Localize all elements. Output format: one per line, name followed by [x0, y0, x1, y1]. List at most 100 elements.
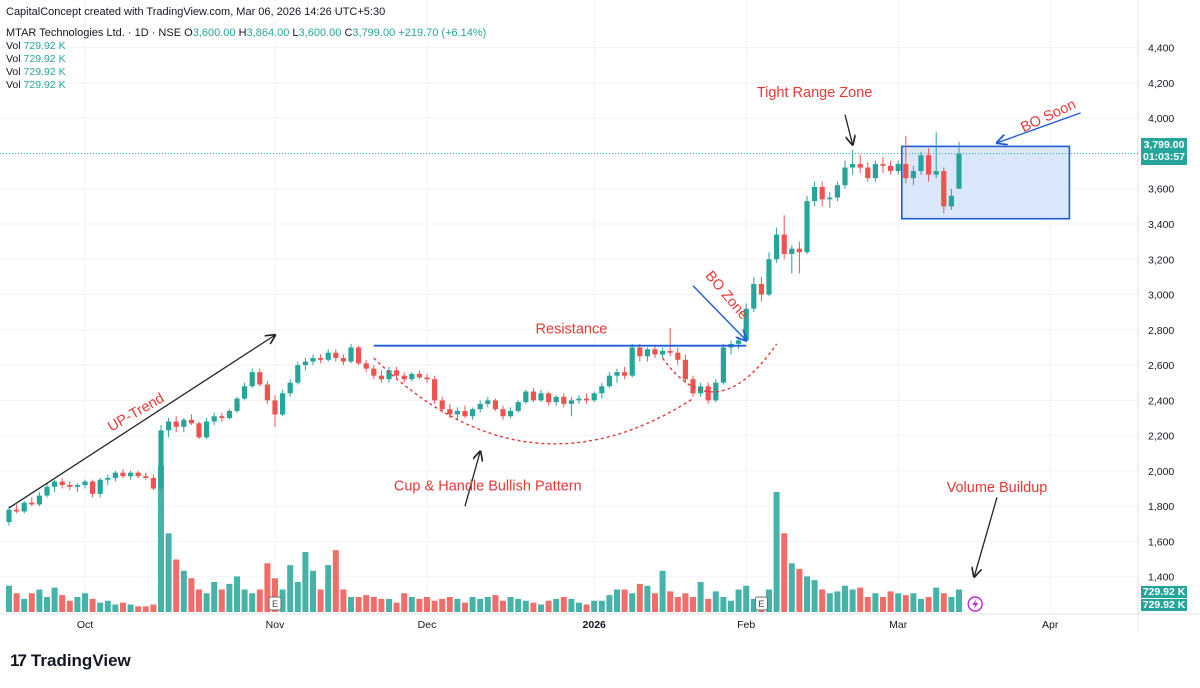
- time-tick-label: Apr: [1042, 619, 1059, 631]
- candle-body: [910, 171, 916, 179]
- candle-body: [576, 398, 582, 401]
- candle: [546, 391, 552, 406]
- candle: [561, 393, 567, 408]
- earnings-marker-box: [268, 596, 282, 611]
- volume-buildup-label: Volume Buildup: [947, 480, 1048, 496]
- tight-range-label: Tight Range Zone: [757, 85, 873, 101]
- candle: [774, 227, 780, 263]
- candle: [204, 418, 210, 440]
- volume-bar: [424, 597, 430, 612]
- volume-bar: [287, 565, 294, 612]
- candle-body: [827, 197, 833, 200]
- candle: [150, 474, 156, 491]
- candle: [842, 160, 848, 189]
- candle-body: [97, 479, 103, 494]
- candle-body: [629, 347, 635, 376]
- volume-bar: [545, 600, 552, 612]
- tradingview-logo[interactable]: 17 TradingView: [10, 651, 131, 671]
- volume-bar: [317, 589, 324, 612]
- candle: [606, 372, 612, 389]
- volume-bar: [13, 593, 20, 612]
- candle: [857, 155, 863, 173]
- volume-bar: [690, 597, 696, 612]
- volume-bar: [705, 598, 712, 612]
- volume-bar: [895, 593, 902, 612]
- earnings-marker-label: E: [758, 599, 764, 609]
- volume-bar: [462, 602, 468, 612]
- candle: [188, 414, 194, 426]
- volume-bar: [302, 552, 309, 612]
- tight-range-arrow: [844, 114, 853, 145]
- candle-body: [52, 481, 58, 487]
- candle-body: [295, 365, 301, 383]
- candle-body: [14, 509, 20, 512]
- candle-body: [781, 234, 787, 254]
- candle: [173, 416, 179, 433]
- volume-bar: [522, 600, 529, 612]
- candle: [325, 349, 331, 362]
- candle-body: [477, 403, 483, 410]
- volume-bar: [127, 604, 134, 612]
- candle-body: [470, 409, 476, 417]
- candle: [629, 343, 635, 378]
- volume-bar: [325, 565, 332, 612]
- cup-handle-label: Cup & Handle Bullish Pattern: [394, 478, 582, 494]
- candle-body: [234, 398, 240, 411]
- ohlc-legend: MTAR Technologies Ltd. · 1D · NSE O3,600…: [6, 27, 486, 39]
- candle: [52, 479, 58, 493]
- candle: [409, 372, 415, 381]
- volume-bar: [226, 583, 233, 612]
- candle: [67, 481, 73, 491]
- volume-bar: [477, 598, 484, 612]
- volume-bar: [256, 589, 263, 612]
- volume-buildup-arrow: [974, 497, 998, 576]
- volume-bar: [842, 585, 848, 612]
- volume-legend: Vol 729.92 K: [6, 40, 66, 52]
- candle: [508, 407, 514, 418]
- candle: [470, 407, 476, 420]
- volume-bar: [241, 589, 248, 612]
- candle: [796, 241, 802, 274]
- candle: [386, 366, 392, 383]
- candle-body: [614, 372, 620, 376]
- low-label: L: [292, 27, 299, 39]
- candle-body: [842, 167, 848, 186]
- volume-bar: [393, 602, 400, 612]
- candle: [363, 359, 369, 373]
- candle-body: [948, 195, 954, 207]
- candle-body: [941, 171, 947, 207]
- candle: [728, 340, 734, 355]
- candle-body: [561, 396, 567, 404]
- volume-bar: [264, 563, 271, 612]
- candle: [394, 366, 400, 380]
- volume-bar: [272, 578, 278, 612]
- volume-bar: [74, 597, 81, 612]
- volume-bar: [66, 600, 73, 612]
- volume-bar: [583, 604, 590, 612]
- candle-body: [264, 384, 270, 401]
- volume-bar: [211, 582, 218, 612]
- candle-body: [652, 349, 658, 355]
- candle-body: [804, 201, 810, 253]
- candle: [454, 407, 460, 420]
- volume-bar: [948, 597, 955, 612]
- candle: [295, 361, 301, 385]
- volume-bar: [644, 585, 651, 612]
- volume-bar: [44, 597, 50, 612]
- candle: [82, 479, 88, 489]
- candle: [447, 403, 453, 418]
- candle: [44, 483, 50, 498]
- volume-bars: [6, 465, 962, 612]
- price-tick-label: 1,800: [1148, 501, 1174, 513]
- volume-bar: [697, 582, 704, 612]
- candle: [568, 396, 574, 417]
- candle: [219, 412, 225, 422]
- candle-body: [812, 186, 818, 202]
- candle-body: [386, 370, 392, 380]
- candle: [29, 497, 35, 507]
- candle: [280, 389, 286, 417]
- candle: [378, 370, 384, 383]
- candle-body: [895, 164, 901, 172]
